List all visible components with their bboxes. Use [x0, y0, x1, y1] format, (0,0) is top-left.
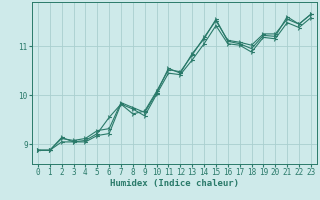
X-axis label: Humidex (Indice chaleur): Humidex (Indice chaleur)	[110, 179, 239, 188]
